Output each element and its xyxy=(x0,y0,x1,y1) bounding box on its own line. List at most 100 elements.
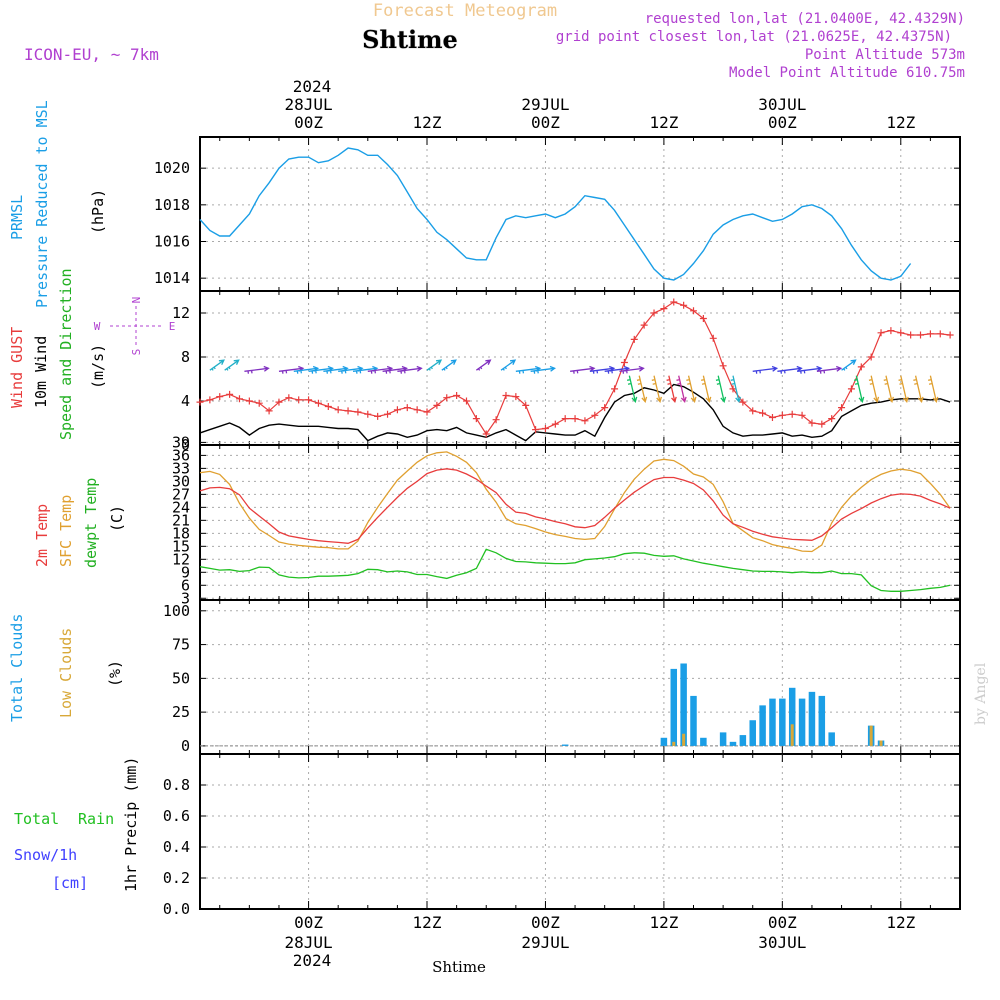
low-clouds-label: Low Clouds xyxy=(57,628,75,718)
wind-ytick-label: 12 xyxy=(172,304,190,322)
total-cloud-bar xyxy=(818,695,826,746)
bottom-hour-label: 00Z xyxy=(768,913,797,932)
wind-arrow xyxy=(841,359,857,371)
pressure-ytick-label: 1016 xyxy=(154,233,190,251)
gust-marker xyxy=(601,404,609,412)
gust-marker xyxy=(245,397,253,405)
gust-line xyxy=(199,301,951,436)
clouds-frame xyxy=(199,599,961,755)
rain-rain-label: Rain xyxy=(78,810,114,828)
dewpoint-line xyxy=(199,548,951,592)
bottom-date-label: 30JUL xyxy=(758,933,806,952)
wind-speed-line xyxy=(199,383,951,442)
cloud-labels: Total Clouds Low Clouds (%) xyxy=(8,614,124,722)
total-cloud-bar xyxy=(808,691,816,746)
temp-ytick-label: 30 xyxy=(172,472,190,490)
wind-panel: 0 4 8 12 xyxy=(172,290,961,454)
wind-arrow xyxy=(589,365,616,374)
gust-marker xyxy=(433,401,441,409)
pressure-ytick-label: 1014 xyxy=(154,269,190,287)
gust-marker xyxy=(265,407,273,415)
total-cloud-bar xyxy=(561,744,569,746)
top-hour-label: 00Z xyxy=(768,113,797,132)
top-date-label: 29JUL xyxy=(521,95,569,114)
gust-marker xyxy=(255,399,263,407)
direction-label: Speed and Direction xyxy=(57,268,75,440)
gust-marker xyxy=(591,411,599,419)
gust-marker xyxy=(295,396,303,404)
total-cloud-bar xyxy=(719,732,727,746)
gust-marker xyxy=(838,404,846,412)
wind-arrow xyxy=(928,375,939,404)
wind-ytick-label: 8 xyxy=(181,348,190,366)
gust-marker xyxy=(443,394,451,402)
temp-ytick-label: 3 xyxy=(181,589,190,607)
wind-arrow xyxy=(530,365,556,374)
gust-marker xyxy=(423,408,431,416)
wind-arrow xyxy=(619,365,645,374)
clouds-ytick-label: 100 xyxy=(163,602,190,620)
bottom-hour-label: 12Z xyxy=(649,913,678,932)
gust-marker xyxy=(778,411,786,419)
gust-marker xyxy=(453,392,461,399)
total-cloud-bar xyxy=(749,720,756,746)
gust-marker xyxy=(551,420,559,428)
total-cloud-bar xyxy=(759,705,766,746)
gust-marker xyxy=(384,410,392,418)
gust-marker xyxy=(206,396,214,404)
temp-unit: (C) xyxy=(108,505,126,532)
clouds-panel: 0 25 50 75 100 xyxy=(163,599,961,755)
total-cloud-bar xyxy=(828,732,835,746)
gust-marker xyxy=(729,385,737,393)
temp-ytick-label: 15 xyxy=(172,537,190,555)
cloud-unit: (%) xyxy=(106,660,124,687)
temp-ytick-label: 24 xyxy=(172,498,190,516)
product-title: Forecast Meteogram xyxy=(373,1,557,21)
gust-marker xyxy=(364,410,372,418)
point-altitude: Point Altitude 573m xyxy=(805,47,965,63)
gust-label: Wind GUST xyxy=(8,327,26,408)
wind-arrow xyxy=(224,359,240,371)
precip-ytick-label: 0.6 xyxy=(163,807,190,825)
gust-marker xyxy=(670,298,678,306)
gust-marker xyxy=(620,359,628,366)
pressure-ytick-label: 1018 xyxy=(154,196,190,214)
gust-marker xyxy=(640,321,648,329)
clouds-ytick-label: 0 xyxy=(181,737,190,755)
wind-arrow xyxy=(853,375,865,404)
compass-west: W xyxy=(94,320,101,333)
clouds-ytick-label: 75 xyxy=(172,636,190,654)
wind-arrow xyxy=(441,359,457,371)
clouds-ytick-label: 25 xyxy=(172,703,190,721)
precip-unit: 1hr Precip (mm) xyxy=(122,757,140,892)
wind-arrow xyxy=(515,365,542,374)
gust-marker xyxy=(719,362,727,370)
wind-arrow xyxy=(323,365,349,374)
precip-labels: Total Rain Snow/1h [cm] 1hr Precip (mm) xyxy=(14,757,140,892)
gust-marker xyxy=(907,331,915,339)
gust-marker xyxy=(581,417,589,425)
total-cloud-bar xyxy=(798,698,806,746)
gust-marker xyxy=(522,401,530,409)
gust-marker xyxy=(867,353,875,361)
gust-marker xyxy=(216,393,224,401)
gust-marker xyxy=(818,420,826,428)
compass-icon: N S W E xyxy=(94,297,176,356)
gust-marker xyxy=(857,363,865,371)
gust-marker xyxy=(788,410,796,418)
gust-marker xyxy=(926,330,934,338)
bottom-hour-label: 12Z xyxy=(413,913,442,932)
wind-arrow xyxy=(500,359,517,371)
compass-north: N xyxy=(130,297,143,304)
temp-ytick-label: 39 xyxy=(172,433,190,451)
gust-marker xyxy=(305,396,313,404)
gust-marker xyxy=(690,307,698,315)
total-cloud-bar xyxy=(690,695,697,746)
gust-marker xyxy=(611,385,619,393)
wind-arrow xyxy=(604,365,631,374)
top-year: 2024 xyxy=(293,77,332,96)
wind-arrow xyxy=(797,365,823,374)
top-hour-label: 12Z xyxy=(413,113,442,132)
gust-marker xyxy=(877,329,885,337)
